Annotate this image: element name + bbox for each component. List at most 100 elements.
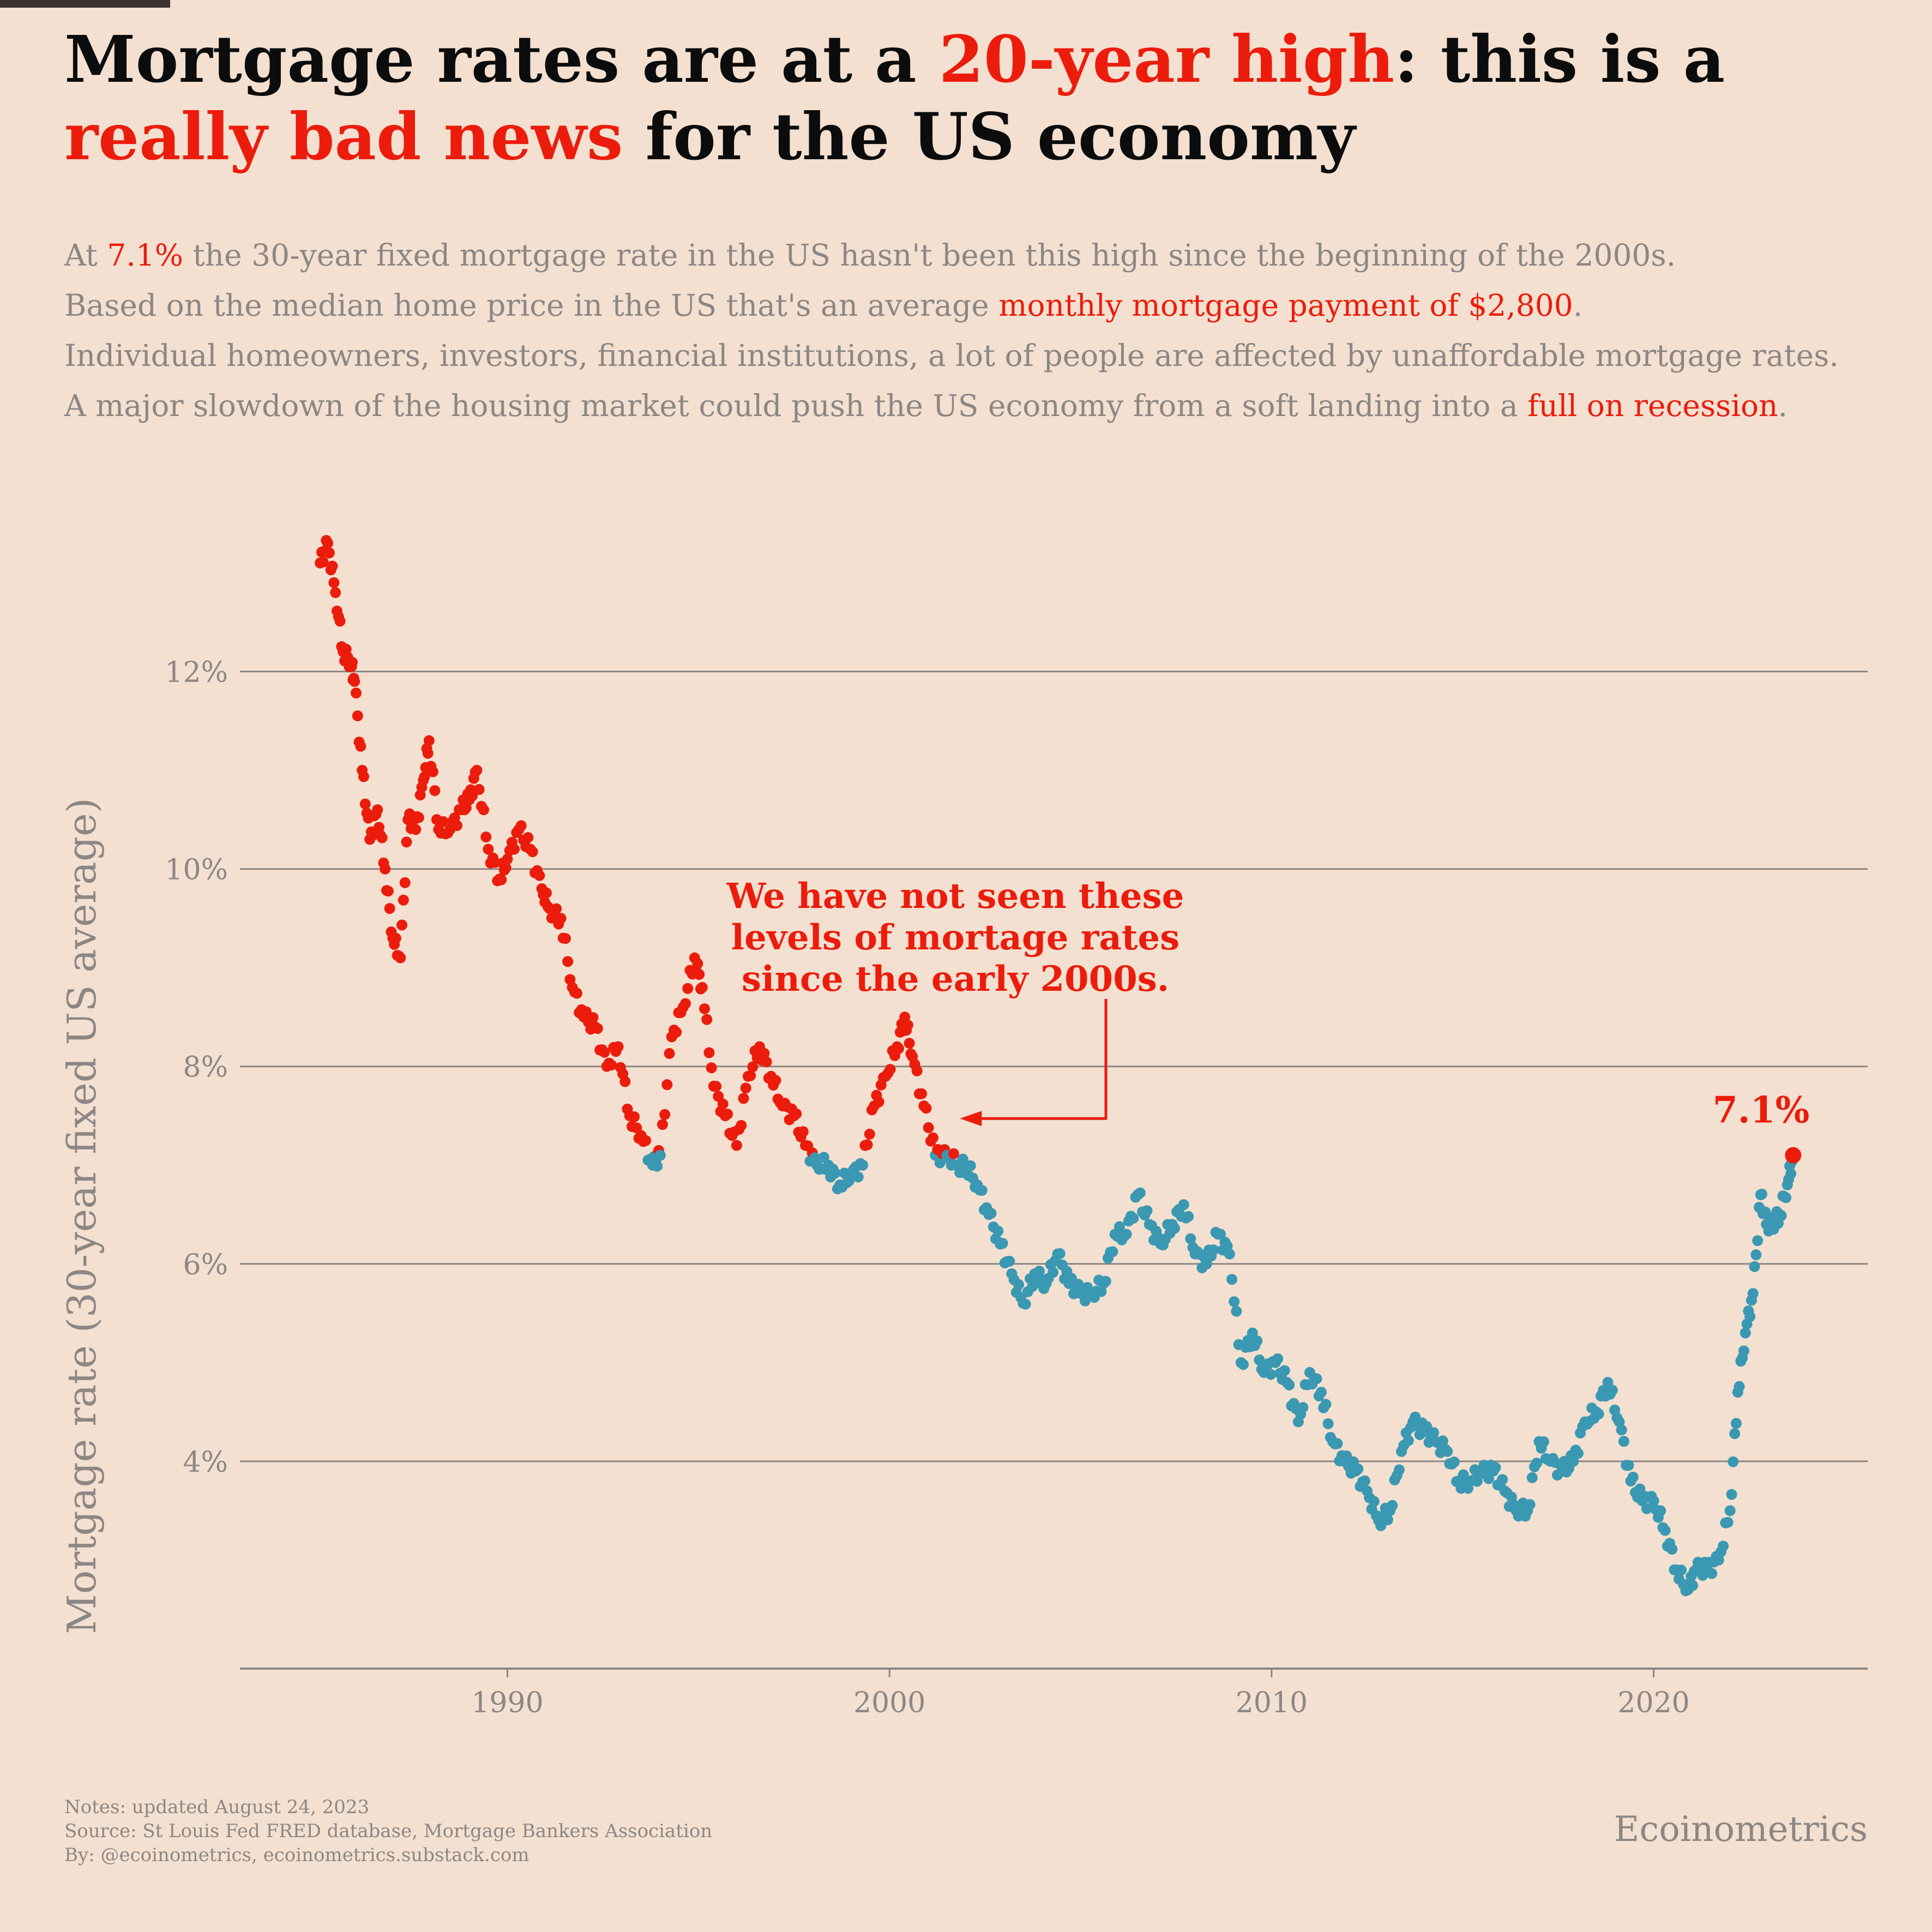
data-point — [1403, 1435, 1414, 1446]
data-point — [1659, 1525, 1671, 1536]
data-point — [893, 1043, 905, 1054]
x-tick-label: 2010 — [1236, 1687, 1308, 1719]
data-point — [1655, 1505, 1666, 1516]
data-point — [1713, 1554, 1724, 1566]
data-point — [500, 862, 511, 874]
data-point — [1215, 1229, 1226, 1240]
data-point — [1183, 1211, 1194, 1222]
data-point — [1254, 1354, 1265, 1365]
data-point — [1231, 1305, 1242, 1317]
data-point — [1428, 1427, 1439, 1439]
data-point — [359, 798, 371, 810]
data-point — [791, 1108, 802, 1120]
data-point — [640, 1135, 652, 1146]
data-point — [797, 1126, 809, 1137]
data-point — [534, 870, 545, 881]
data-point — [629, 1111, 640, 1122]
data-point — [852, 1171, 864, 1183]
data-point — [1722, 1516, 1734, 1528]
subtitle-line-4: A major slowdown of the housing market c… — [64, 381, 1918, 431]
data-point — [401, 836, 412, 848]
data-point — [540, 887, 552, 899]
subtitle-text: Based on the median home price in the US… — [64, 288, 999, 323]
data-point — [965, 1160, 976, 1171]
data-point — [382, 886, 394, 897]
data-point — [1208, 1244, 1219, 1256]
annotation-arrow-line — [976, 999, 1108, 1120]
data-point — [429, 785, 441, 796]
data-point — [711, 1081, 722, 1092]
data-point — [1785, 1168, 1797, 1179]
subtitle-text: . — [1573, 288, 1583, 323]
data-point — [323, 547, 335, 558]
data-point — [1593, 1408, 1604, 1419]
footer-by: By: @ecoinometrics, ecoinometrics.substa… — [64, 1844, 529, 1866]
data-point — [1572, 1448, 1584, 1459]
data-point — [560, 933, 571, 944]
data-point — [599, 1046, 610, 1058]
data-point — [1272, 1353, 1284, 1364]
data-point — [1013, 1279, 1025, 1290]
data-point — [1448, 1456, 1460, 1468]
data-point — [1729, 1428, 1741, 1440]
annotation-arrow-head — [960, 1111, 982, 1127]
data-point — [770, 1075, 781, 1086]
subtitle-line-3: Individual homeowners, investors, financ… — [64, 330, 1918, 381]
data-point — [661, 1079, 673, 1091]
data-point — [911, 1065, 923, 1076]
data-point — [1738, 1345, 1749, 1357]
data-point — [1284, 1379, 1295, 1391]
data-point — [496, 874, 507, 886]
data-point — [1393, 1464, 1405, 1476]
data-point — [976, 1184, 988, 1196]
y-axis-label: Mortgage rate (30-year fixed US average) — [59, 798, 105, 1634]
data-point — [1687, 1580, 1699, 1591]
data-point — [759, 1048, 770, 1059]
data-point — [884, 1064, 896, 1075]
data-point — [355, 741, 366, 752]
data-point — [473, 784, 485, 795]
points-layer — [315, 535, 1799, 1597]
data-point — [396, 919, 408, 931]
data-point — [515, 820, 527, 832]
data-point — [857, 1159, 869, 1171]
data-point — [367, 829, 378, 841]
data-point — [522, 832, 534, 843]
data-point — [399, 877, 411, 888]
chart-title: Mortgage rates are at a 20-year high: th… — [64, 21, 1897, 176]
data-point — [1442, 1446, 1453, 1457]
data-point — [829, 1167, 841, 1179]
data-point — [699, 1003, 711, 1014]
data-point — [682, 983, 694, 994]
data-point — [928, 1132, 939, 1143]
data-point — [1226, 1274, 1238, 1285]
data-point — [1033, 1265, 1045, 1277]
data-point — [1247, 1327, 1258, 1339]
data-point — [1747, 1288, 1759, 1299]
data-point — [317, 556, 329, 568]
data-point — [747, 1061, 759, 1073]
data-point — [1524, 1499, 1536, 1510]
data-point — [380, 863, 391, 875]
subtitle-highlight-payment: monthly mortgage payment of $2,800 — [998, 288, 1573, 323]
title-part-2: : this is a — [1394, 21, 1725, 97]
title-highlight-20-year-high: 20-year high — [938, 21, 1395, 97]
axis-layer: 4% 6% 8% 10% 12% 1990 2000 2010 2020 Mortgage rat… — [59, 657, 1868, 1719]
data-point — [740, 1082, 751, 1094]
data-point — [818, 1152, 829, 1163]
data-point — [410, 824, 422, 835]
data-point — [948, 1148, 959, 1159]
data-point — [1749, 1261, 1760, 1272]
data-point — [1229, 1296, 1240, 1308]
data-point — [1020, 1298, 1031, 1310]
data-point — [1724, 1505, 1736, 1516]
data-point — [652, 1160, 663, 1172]
grid-layer — [240, 671, 1868, 1462]
data-point — [437, 816, 449, 827]
data-point — [327, 561, 338, 572]
data-point — [1315, 1387, 1327, 1398]
x-tick-label: 2020 — [1617, 1687, 1689, 1719]
chart-subtitle: At 7.1% the 30-year fixed mortgage rate … — [64, 230, 1918, 431]
data-point — [1114, 1221, 1126, 1232]
annotation-text-line: We have not seen these — [726, 876, 1184, 917]
